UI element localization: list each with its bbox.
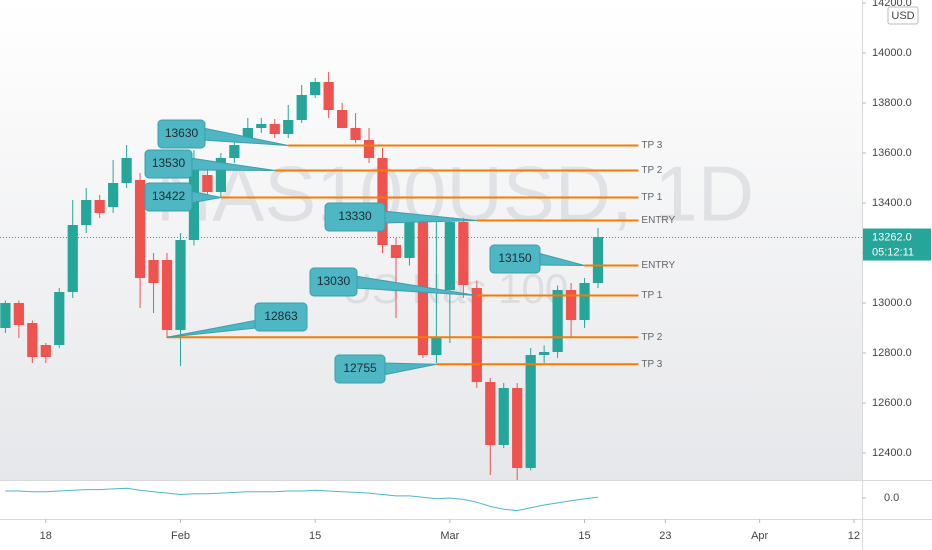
candle-body (134, 180, 146, 278)
callout-box (324, 202, 386, 232)
candle-body (310, 82, 321, 95)
candle-body (0, 303, 11, 328)
callout-text: 13422 (152, 189, 186, 203)
x-tick-label: Feb (171, 530, 190, 542)
callout-box (144, 182, 193, 212)
price-pane (0, 0, 862, 480)
level-label: ENTRY (641, 215, 675, 226)
level-label: ENTRY (641, 260, 675, 271)
candle-body (175, 240, 186, 330)
candle-body (471, 288, 482, 382)
y-tick-label: 13600.0 (872, 147, 912, 159)
candle-body (283, 120, 294, 134)
candle-body (552, 290, 563, 352)
currency: USD (891, 10, 914, 22)
callout-text: 12755 (343, 361, 377, 375)
candle-body (431, 338, 442, 355)
candle-body (404, 222, 415, 258)
level-label: TP 2 (641, 165, 662, 176)
candle-body (121, 158, 132, 183)
candle-body (67, 225, 78, 292)
level-label: TP 1 (641, 290, 662, 301)
candle-body (148, 260, 159, 283)
level-label: TP 2 (641, 332, 662, 343)
watermark-symbol: NAS100USD, 1D (156, 150, 754, 238)
candle-body (350, 128, 361, 140)
candle-body (202, 175, 213, 192)
indicator-line (5, 487, 599, 512)
callout-box (254, 302, 308, 332)
candle-body (296, 95, 307, 120)
candle-body (229, 145, 240, 158)
candle-body (579, 283, 590, 320)
callout-text: 13530 (152, 156, 186, 170)
candle-body (444, 222, 455, 290)
candle-body (458, 222, 469, 285)
callout-text: 13330 (338, 209, 372, 223)
x-tick-label: 15 (309, 530, 321, 542)
x-tick-label: Mar (440, 530, 459, 542)
y-tick-label: 14000.0 (872, 47, 912, 59)
currency-box[interactable] (887, 6, 919, 25)
y-tick-label: 13000.0 (872, 297, 912, 309)
last-price-label: 13262.0 (872, 231, 912, 243)
candle-body (108, 183, 119, 207)
candle-body (336, 110, 348, 128)
x-tick-label: Apr (751, 530, 768, 542)
candle-body (94, 200, 105, 213)
callout-box (309, 267, 358, 297)
level-label: TP 3 (641, 140, 662, 151)
callout-text: 13030 (317, 274, 351, 288)
candle-body (539, 352, 550, 355)
indicator-pane (0, 481, 862, 519)
candle-body (390, 245, 402, 258)
callout-text: 13150 (498, 251, 532, 265)
candle-body (256, 124, 267, 128)
candle-body (512, 388, 523, 468)
candle-body (525, 355, 536, 468)
candle-body (323, 82, 334, 110)
level-label: TP 1 (641, 192, 662, 203)
candle-body (40, 345, 51, 357)
y-tick-label: 12400.0 (872, 447, 912, 459)
candle-body (498, 388, 509, 445)
candle-body (592, 237, 604, 283)
level-label: TP 3 (641, 359, 662, 370)
candle-body (485, 382, 496, 445)
candle-body (161, 260, 173, 330)
countdown: 05:12:11 (872, 246, 914, 258)
x-tick-label: 12 (848, 530, 860, 542)
x-tick-label: 15 (578, 530, 590, 542)
callout-box (144, 149, 193, 179)
callout-text: 13630 (165, 126, 199, 140)
x-tick-label: 23 (659, 530, 671, 542)
candle-body (13, 303, 24, 325)
last-price-box (863, 228, 931, 261)
candle-body (363, 140, 375, 158)
y-tick-label: 14200.0 (872, 0, 912, 9)
candle-body (565, 290, 577, 320)
indicator-tick-label: 0.0 (884, 492, 899, 504)
candle-body (269, 124, 280, 134)
candle-body (215, 158, 227, 192)
callout-text: 12863 (264, 309, 298, 323)
x-tick-label: 18 (40, 530, 52, 542)
candle-body (377, 158, 388, 245)
candle-body (81, 200, 92, 225)
y-tick-label: 13800.0 (872, 97, 912, 109)
y-tick-label: 12600.0 (872, 397, 912, 409)
candle-body (27, 323, 38, 357)
y-tick-label: 13400.0 (872, 197, 912, 209)
callout-box (489, 244, 541, 274)
callout-box (334, 354, 386, 384)
candle-body (242, 128, 253, 140)
callout-box (157, 119, 206, 149)
candle-body (54, 292, 65, 345)
y-tick-label: 12800.0 (872, 347, 912, 359)
